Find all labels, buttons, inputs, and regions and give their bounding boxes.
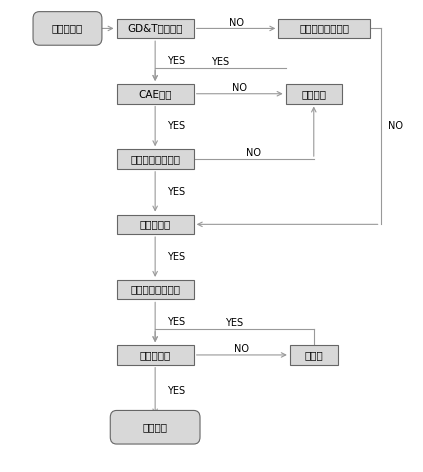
Text: 热成型小批量验证: 热成型小批量验证 (130, 154, 180, 164)
FancyBboxPatch shape (286, 84, 342, 103)
Text: NO: NO (388, 121, 403, 131)
Text: YES: YES (167, 56, 185, 66)
Text: YES: YES (167, 386, 185, 396)
Text: 落料模开发: 落料模开发 (140, 219, 171, 229)
Text: NO: NO (246, 148, 261, 159)
FancyBboxPatch shape (116, 280, 194, 299)
FancyBboxPatch shape (116, 345, 194, 365)
Text: YES: YES (167, 317, 185, 327)
Text: YES: YES (212, 57, 229, 67)
Text: CAE分析: CAE分析 (138, 89, 172, 99)
Text: 新零件定点: 新零件定点 (52, 24, 83, 34)
FancyBboxPatch shape (116, 84, 194, 103)
Text: NO: NO (234, 345, 249, 354)
Text: 落料模: 落料模 (305, 350, 323, 360)
FancyBboxPatch shape (278, 18, 370, 38)
Text: YES: YES (167, 252, 185, 262)
Text: 优化工艺: 优化工艺 (301, 89, 326, 99)
FancyBboxPatch shape (116, 215, 194, 234)
Text: GD&T图纸分析: GD&T图纸分析 (127, 24, 183, 34)
Text: 量产导入: 量产导入 (143, 422, 168, 432)
Text: NO: NO (228, 18, 244, 28)
Text: 小批量验证: 小批量验证 (140, 350, 171, 360)
Text: NO: NO (232, 83, 247, 93)
Text: 不采用预落孔工艺: 不采用预落孔工艺 (299, 24, 349, 34)
Text: YES: YES (167, 187, 185, 197)
Text: 热成型小批量验证: 热成型小批量验证 (130, 285, 180, 295)
FancyBboxPatch shape (290, 345, 338, 365)
Text: YES: YES (225, 318, 244, 328)
Text: YES: YES (167, 121, 185, 131)
FancyBboxPatch shape (116, 18, 194, 38)
FancyBboxPatch shape (110, 411, 200, 444)
FancyBboxPatch shape (116, 149, 194, 169)
FancyBboxPatch shape (33, 12, 102, 45)
